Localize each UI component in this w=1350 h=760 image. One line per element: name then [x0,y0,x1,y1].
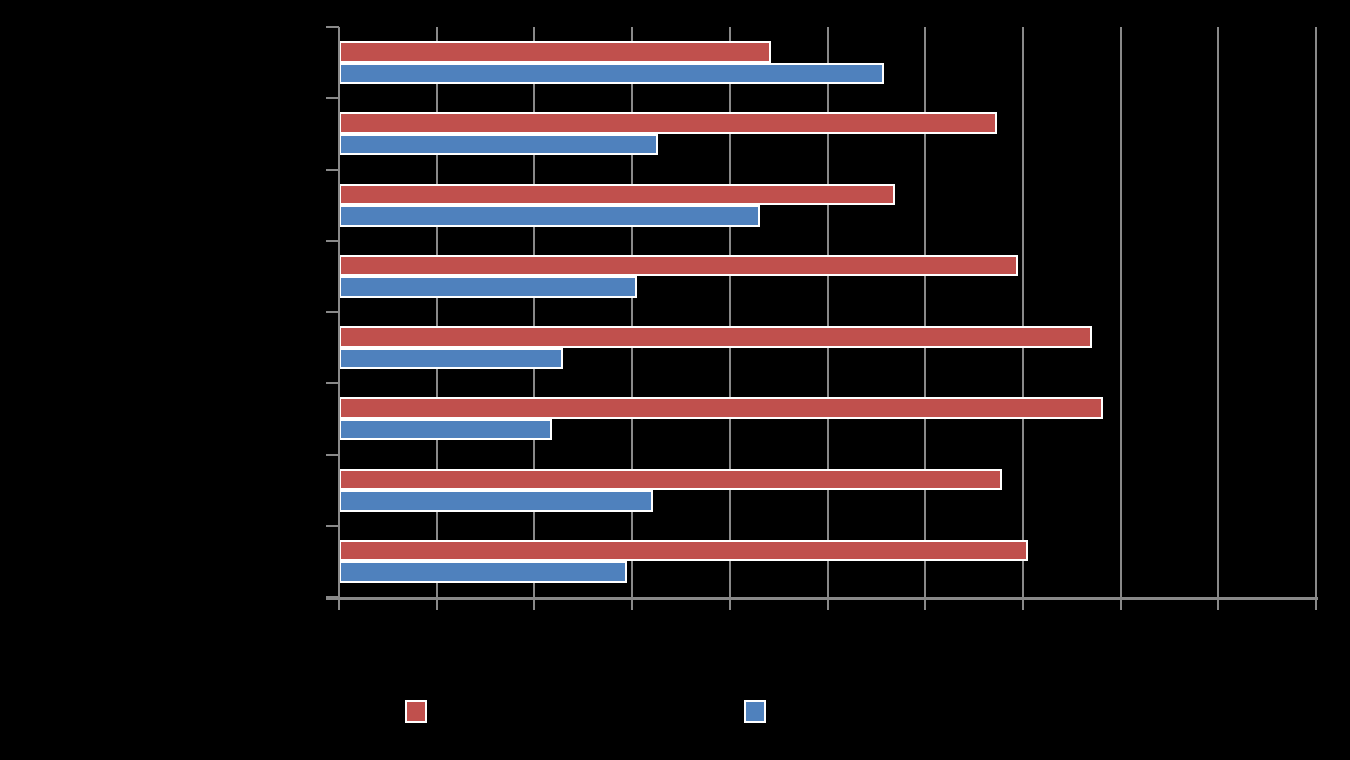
bar-series-2-group-1 [339,62,885,85]
bar-series-2-group-3 [339,205,761,227]
value-axis-tick [1021,600,1024,610]
gridline [1119,27,1122,597]
value-axis-tick [533,600,536,610]
category-axis-tick [326,97,339,100]
category-axis-tick [326,382,339,385]
category-axis-tick [326,239,339,242]
bar-series-1-group-3 [339,183,895,206]
value-axis-tick [631,600,634,610]
bar-series-1-group-5 [339,326,1093,348]
bar-series-2-group-5 [339,347,563,370]
bar-series-2-group-8 [339,561,628,583]
gridline [533,27,536,597]
bar-series-2-group-7 [339,490,653,512]
gridline [1217,27,1220,597]
value-axis-tick [1119,600,1122,610]
gridline [435,27,438,597]
bar-series-2-group-6 [339,418,552,441]
gridline [826,27,829,597]
gridline [728,27,731,597]
value-axis-tick [924,600,927,610]
category-axis-tick [326,596,339,598]
bar-series-1-group-8 [339,539,1028,562]
category-axis-tick [326,26,339,28]
category-axis-tick [326,168,339,171]
value-axis-tick [435,600,438,610]
value-axis-tick [728,600,731,610]
bar-series-1-group-7 [339,468,1003,491]
gridline [1021,27,1024,597]
value-axis-tick [1217,600,1220,610]
value-axis-line [326,597,1318,600]
bar-series-1-group-6 [339,397,1103,419]
category-axis-tick [326,311,339,313]
gridline [924,27,927,597]
bar-series-2-group-2 [339,133,658,156]
bar-series-1-group-2 [339,112,998,134]
gridline [1315,27,1317,597]
category-axis-tick [326,524,339,527]
bar-series-1-group-4 [339,254,1018,277]
value-axis-tick [826,600,829,610]
category-axis-line [338,27,340,599]
bar-series-2-group-4 [339,276,637,298]
bar-series-1-group-1 [339,41,771,63]
value-axis-tick [1315,600,1317,610]
value-axis-tick [338,600,340,610]
gridline [631,27,634,597]
category-axis-tick [326,453,339,456]
